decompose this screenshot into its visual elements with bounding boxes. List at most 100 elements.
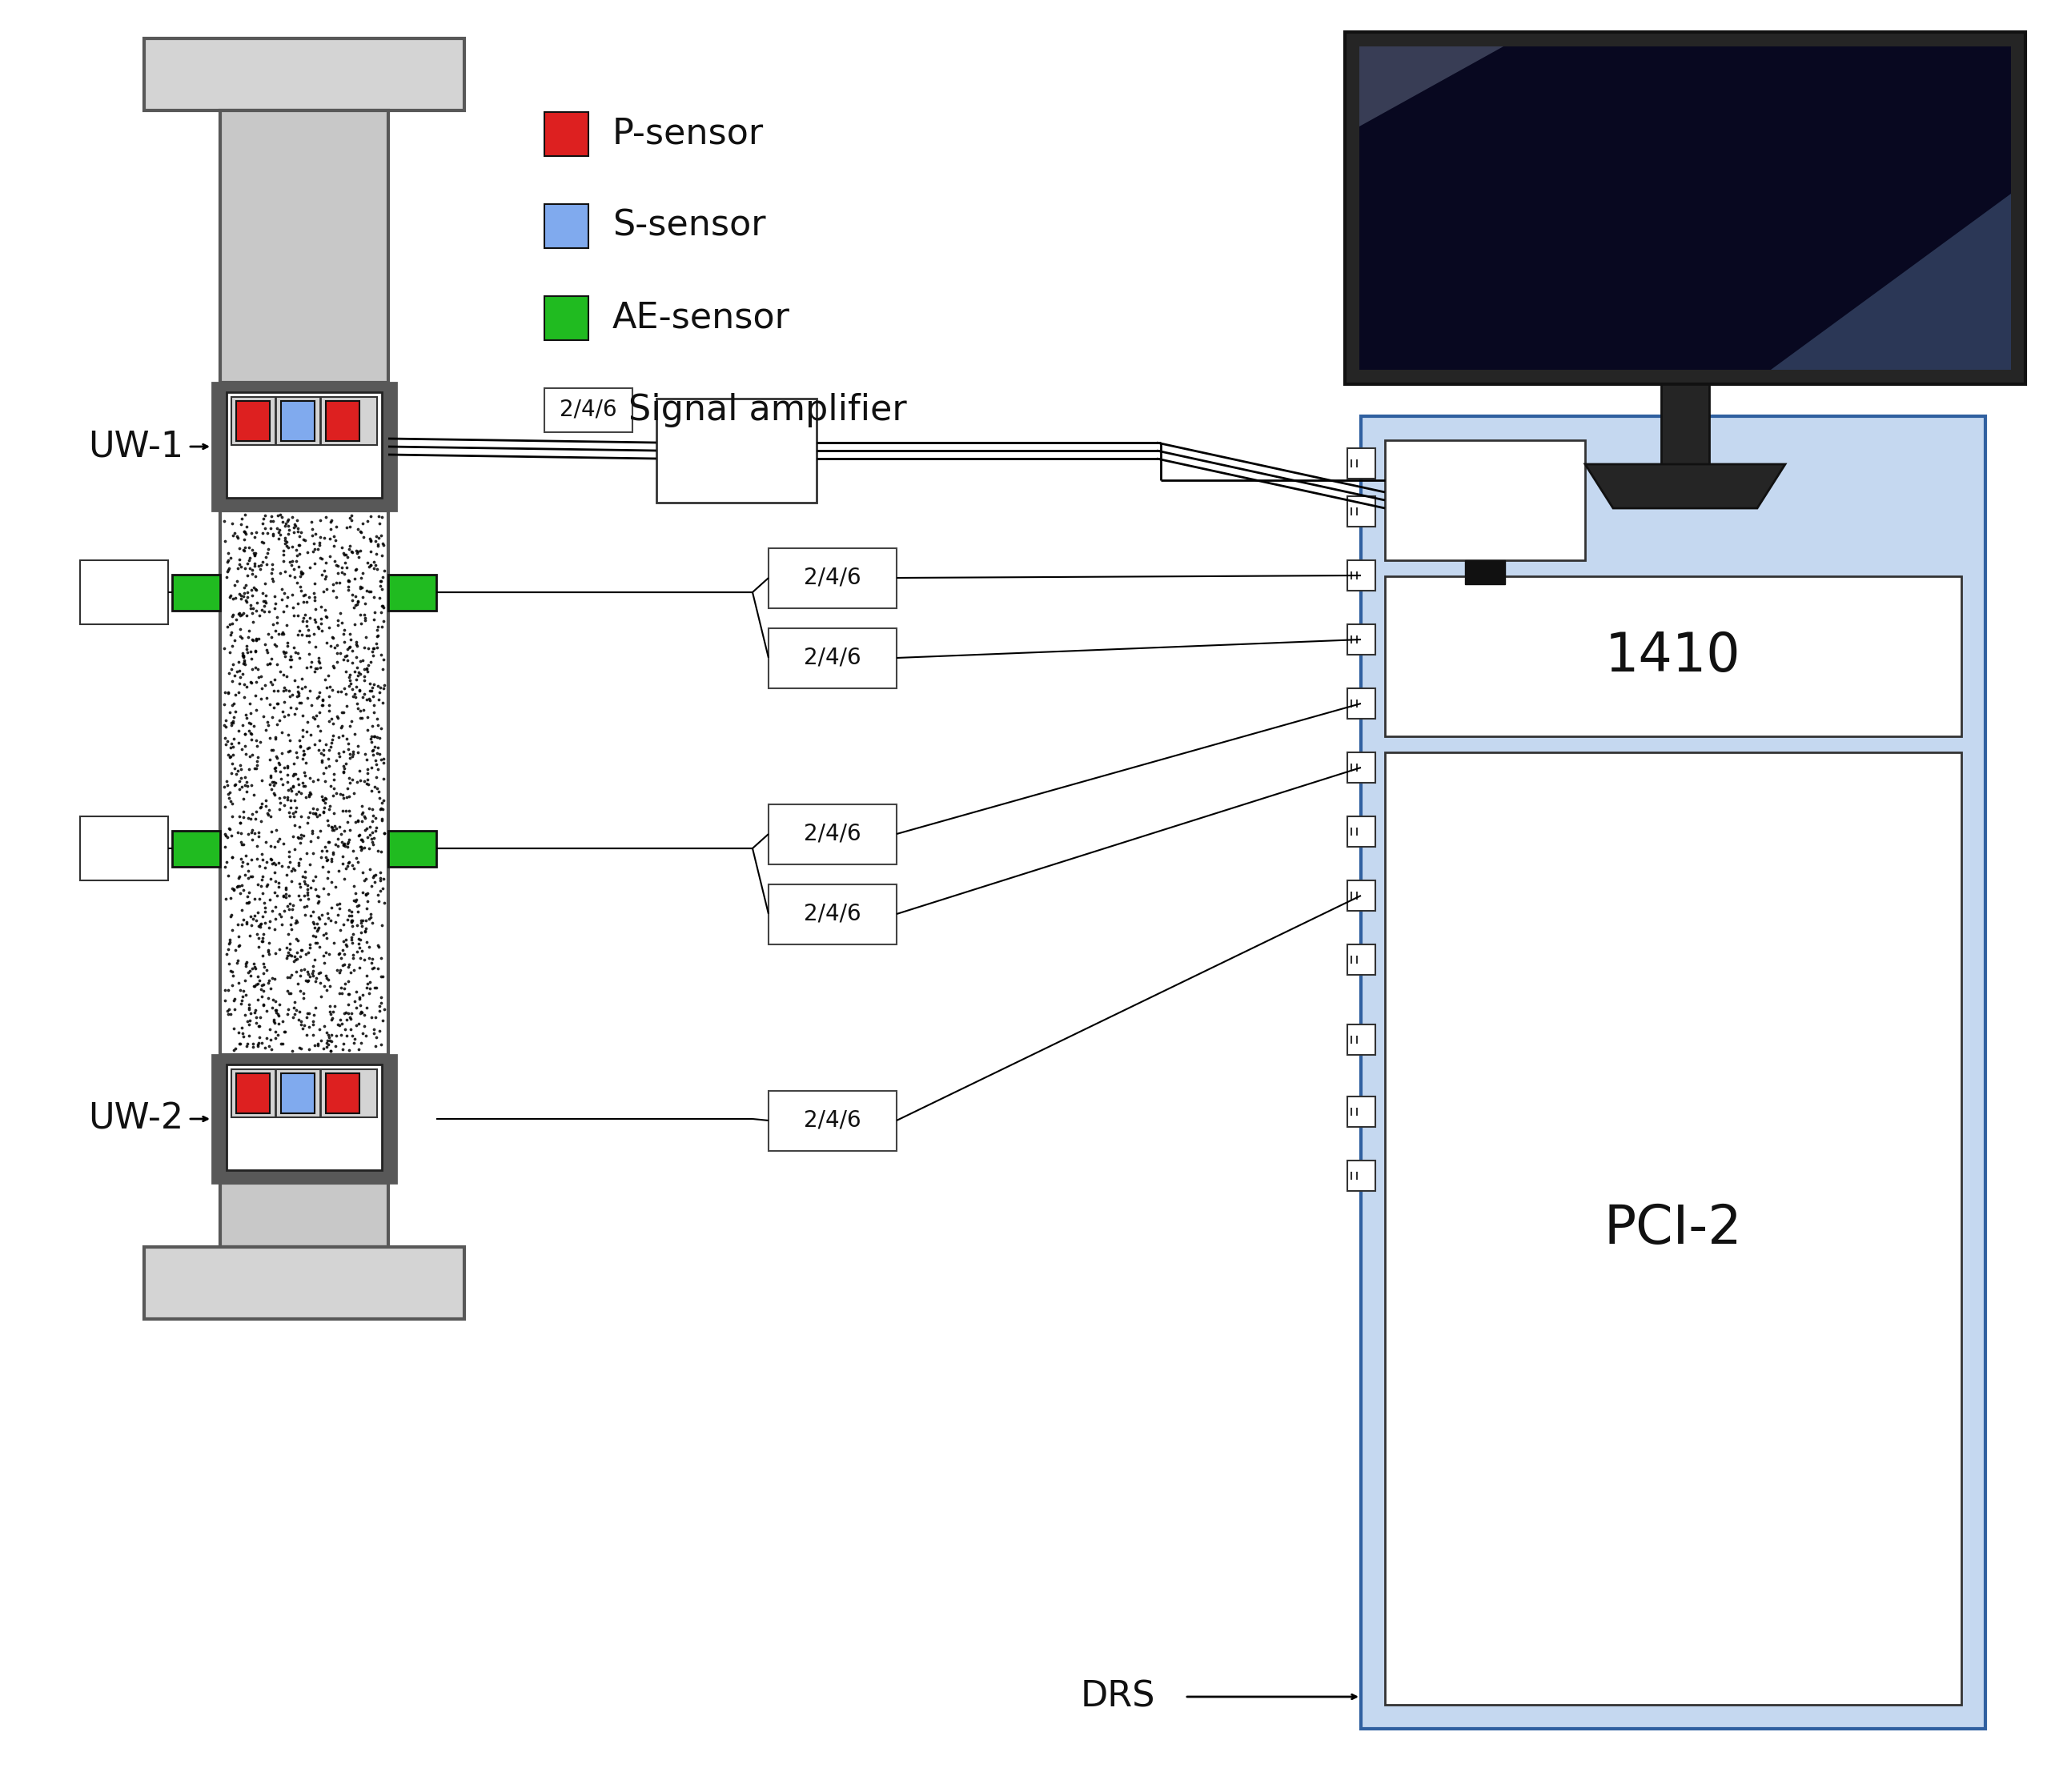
Point (213, 928, 246, 957)
Point (211, 780, 244, 808)
Point (224, 550, 256, 579)
Point (246, 504, 279, 532)
Point (283, 616, 316, 645)
Point (263, 935, 295, 964)
Point (217, 1036, 250, 1064)
Point (219, 658, 252, 686)
Point (316, 1004, 349, 1032)
Point (279, 563, 312, 591)
Point (273, 935, 306, 964)
Point (287, 525, 320, 554)
Point (263, 516, 295, 545)
Point (291, 803, 324, 831)
Point (363, 783, 396, 812)
Point (228, 1021, 260, 1050)
Point (351, 658, 384, 686)
Point (297, 839, 330, 867)
Point (228, 536, 260, 564)
Point (242, 925, 275, 953)
Point (340, 806, 373, 835)
Point (351, 887, 384, 916)
Point (240, 831, 273, 860)
Point (232, 547, 265, 575)
Point (308, 797, 340, 826)
Point (250, 650, 283, 679)
Point (285, 557, 318, 586)
Point (211, 939, 244, 968)
Point (301, 882, 334, 910)
Point (328, 658, 361, 686)
Point (299, 607, 332, 636)
Point (275, 774, 308, 803)
Point (340, 977, 373, 1005)
Point (285, 559, 318, 588)
Point (226, 735, 258, 763)
Point (250, 792, 283, 821)
Point (252, 597, 285, 625)
Point (246, 547, 279, 575)
Point (217, 625, 250, 654)
Point (281, 568, 314, 597)
Point (310, 833, 343, 862)
Point (242, 932, 275, 961)
Point (258, 1018, 291, 1047)
Point (267, 830, 299, 858)
Point (224, 930, 256, 959)
Point (209, 713, 242, 742)
Point (267, 541, 299, 570)
Point (291, 961, 324, 989)
Point (236, 826, 269, 855)
Point (345, 536, 377, 564)
Point (320, 955, 353, 984)
Point (308, 1034, 340, 1063)
Point (365, 837, 398, 866)
Point (367, 654, 400, 683)
Point (334, 925, 367, 953)
Point (246, 588, 279, 616)
Point (275, 504, 308, 532)
Text: 2/4/6: 2/4/6 (560, 398, 617, 421)
Point (244, 556, 277, 584)
Point (367, 962, 400, 991)
Point (324, 677, 357, 706)
Point (267, 771, 299, 799)
Point (289, 600, 322, 629)
Point (330, 543, 363, 572)
Point (297, 1021, 330, 1050)
Point (361, 556, 394, 584)
Point (351, 754, 384, 783)
Point (330, 513, 363, 541)
Point (355, 577, 388, 606)
Point (345, 573, 377, 602)
Point (250, 543, 283, 572)
Point (263, 620, 295, 649)
Point (240, 625, 273, 654)
Point (269, 523, 301, 552)
Point (213, 582, 246, 611)
Point (256, 993, 289, 1021)
Point (301, 534, 334, 563)
Point (310, 731, 343, 760)
Point (209, 853, 242, 882)
Point (238, 541, 271, 570)
Point (365, 563, 398, 591)
Point (279, 738, 312, 767)
Point (234, 719, 267, 747)
Point (355, 944, 388, 973)
Point (314, 514, 347, 543)
Point (281, 765, 314, 794)
Point (246, 1029, 279, 1057)
Point (297, 529, 330, 557)
Point (226, 754, 258, 783)
Point (230, 650, 263, 679)
Point (353, 685, 386, 713)
Point (279, 547, 312, 575)
Point (347, 803, 379, 831)
Point (258, 878, 291, 907)
Point (330, 634, 363, 663)
Point (320, 780, 353, 808)
Point (314, 991, 347, 1020)
Point (224, 803, 256, 831)
Point (230, 1000, 263, 1029)
Point (244, 595, 277, 624)
